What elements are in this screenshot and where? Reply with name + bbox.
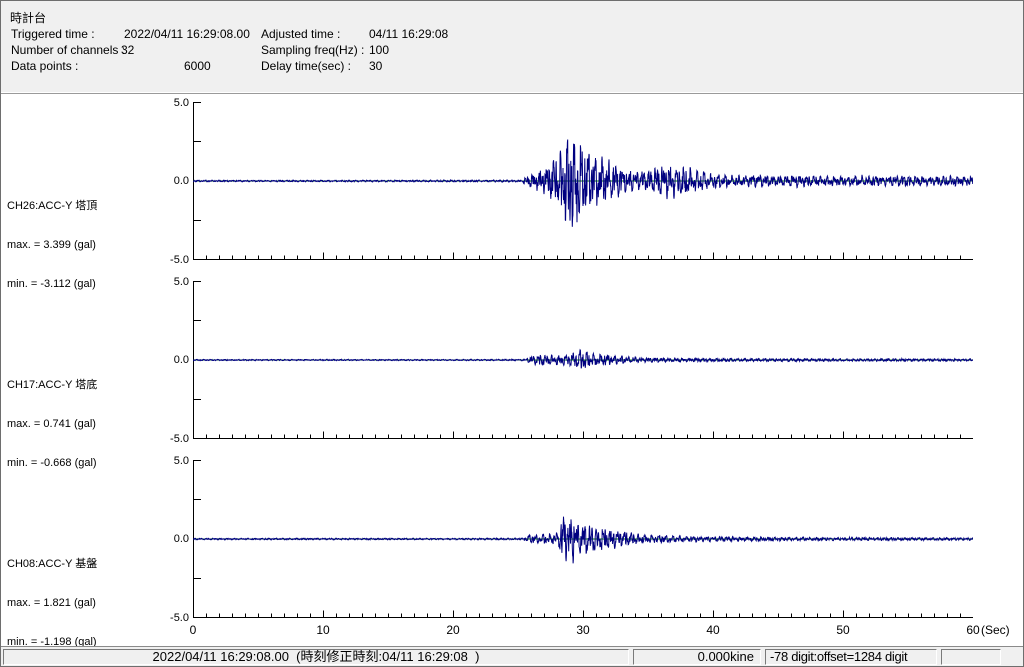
status-digit-offset: -78 digit:offset=1284 digit [765,649,937,665]
y-axis-label-bottom: -5.0 [170,254,189,266]
channel-name: CH17:ACC-Y 塔底 [7,379,98,391]
x-tick-label: 40 [706,623,720,637]
status-timestamp: 2022/04/11 16:29:08.00 (時刻修正時刻:04/11 16:… [3,649,629,665]
status-bar: 2022/04/11 16:29:08.00 (時刻修正時刻:04/11 16:… [1,646,1023,666]
y-axis-label-bottom: -5.0 [170,433,189,445]
channel-panel: CH26:ACC-Y 塔頂 max. = 3.399 (gal) min. = … [1,97,1023,290]
delay-time-label: Delay time(sec) : [261,59,352,73]
sampling-freq-label: Sampling freq(Hz) : [261,43,365,57]
header-title: 時計台 [10,11,47,25]
adjusted-time-label: Adjusted time : [261,27,341,41]
channel-panel: CH17:ACC-Y 塔底 max. = 0.741 (gal) min. = … [1,276,1023,469]
data-points-value: 6000 [184,59,211,73]
x-tick-label: 60 [966,623,980,637]
waveform-plot [193,281,973,439]
y-axis-label-zero: 0.0 [173,533,189,545]
status-empty-cell [941,649,1001,665]
x-tick-label: 50 [836,623,850,637]
channel-name: CH26:ACC-Y 塔頂 [7,200,98,212]
channel-max-label: max. = 3.399 (gal) [7,239,96,251]
x-tick-label: 20 [446,623,460,637]
y-axis-label-zero: 0.0 [173,354,189,366]
plot-area [1,95,1023,648]
delay-time-value: 30 [369,59,383,73]
channel-min-label: min. = -3.112 (gal) [7,278,96,290]
status-kine-value: 0.000kine [633,649,761,665]
y-axis-label-top: 5.0 [173,455,189,467]
y-axis-label-bottom: -5.0 [170,612,189,624]
x-tick-label: 30 [576,623,590,637]
channel-panel: CH08:ACC-Y 基盤 max. = 1.821 (gal) min. = … [1,455,1023,648]
waveform-plot [193,102,973,260]
y-axis-label-top: 5.0 [173,97,189,109]
y-axis-label-top: 5.0 [173,276,189,288]
x-axis-unit-label: (Sec) [981,623,1010,637]
sampling-freq-value: 100 [369,43,390,57]
adjusted-time-value: 04/11 16:29:08 [369,27,449,41]
header-panel: 時計台 Triggered time : 2022/04/11 16:29:08… [1,1,1023,94]
x-tick-label: 0 [189,623,197,637]
channel-min-label: min. = -1.198 (gal) [7,636,97,648]
channel-name: CH08:ACC-Y 基盤 [7,558,98,570]
channel-info: CH26:ACC-Y 塔頂 max. = 3.399 (gal) min. = … [7,174,97,317]
y-axis-label-zero: 0.0 [173,175,189,187]
channel-max-label: max. = 1.821 (gal) [7,597,96,609]
channel-min-label: min. = -0.668 (gal) [7,457,97,469]
triggered-time-value: 2022/04/11 16:29:08.00 [124,27,250,41]
channel-info: CH08:ACC-Y 基盤 max. = 1.821 (gal) min. = … [7,532,98,666]
channel-count-value: 32 [121,43,135,57]
channel-max-label: max. = 0.741 (gal) [7,418,96,430]
channel-info: CH17:ACC-Y 塔底 max. = 0.741 (gal) min. = … [7,353,97,496]
x-tick-label: 10 [316,623,330,637]
data-points-label: Data points : [11,59,79,73]
waveform-plot [193,460,973,618]
triggered-time-label: Triggered time : [11,27,95,41]
channel-count-label: Number of channels : [11,43,126,57]
